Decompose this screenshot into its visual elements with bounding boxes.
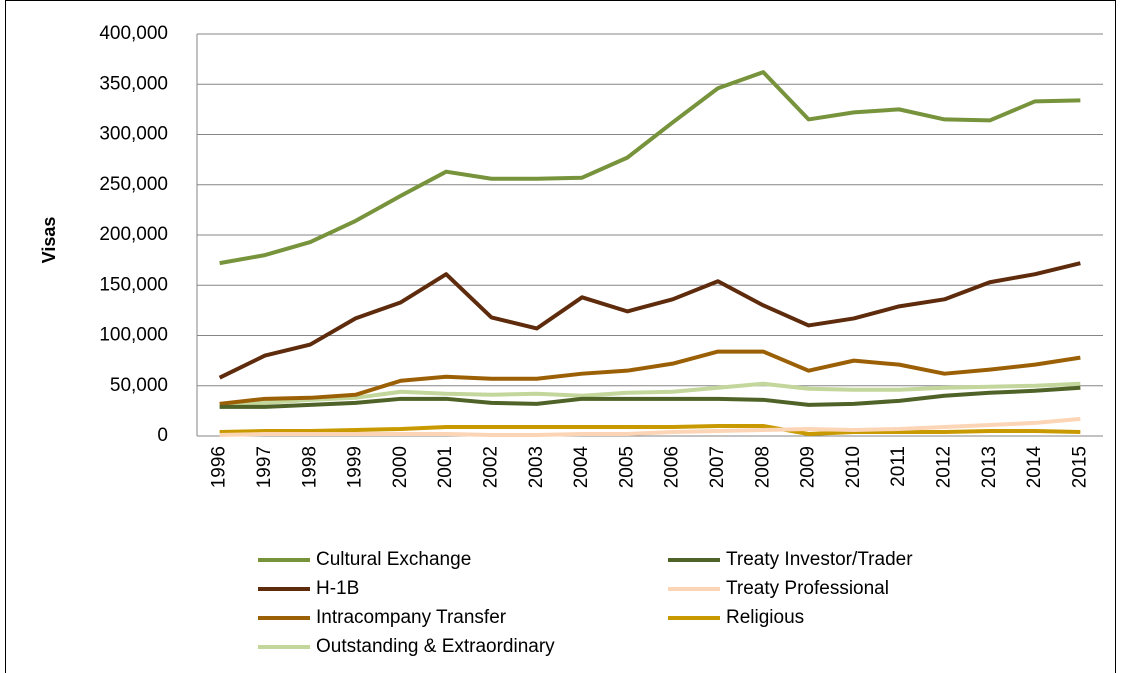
series-line: [219, 423, 1081, 436]
y-tick-label: 300,000: [99, 124, 168, 145]
x-tick-label: 2002: [480, 446, 501, 488]
y-tick-label: 200,000: [99, 224, 168, 245]
y-tick-label: 350,000: [99, 73, 168, 94]
x-tick-label: 2013: [979, 446, 1000, 488]
x-tick-label: 2010: [843, 446, 864, 488]
series-line: [219, 385, 1081, 409]
y-tick-label: 0: [157, 425, 168, 446]
x-tick-label: 2005: [616, 446, 637, 488]
series-line: [218, 261, 1081, 380]
x-tick-label: 2004: [571, 446, 592, 489]
legend-label: Treaty Investor/Trader: [726, 549, 913, 570]
legend-label: Intracompany Transfer: [316, 607, 507, 628]
legend-label: Religious: [726, 607, 804, 628]
y-axis-label: Visas: [39, 217, 59, 264]
x-tick-label: 2006: [662, 446, 683, 488]
x-tick-label: 2012: [933, 446, 954, 488]
legend-label: Outstanding & Extraordinary: [316, 636, 555, 657]
x-tick-label: 2000: [390, 446, 411, 488]
chart-frame: [5, 0, 1116, 673]
x-tick-label: 1997: [254, 446, 275, 488]
x-tick-label: 2008: [752, 446, 773, 488]
x-tick-label: 2009: [798, 446, 819, 488]
x-tick-label: 2003: [526, 446, 547, 488]
x-tick-label: 2001: [435, 446, 456, 488]
legend-label: Treaty Professional: [726, 578, 889, 599]
x-tick-label: 1998: [299, 446, 320, 488]
legend-label: H-1B: [316, 578, 359, 599]
series-line: [219, 70, 1081, 266]
x-tick-label: 2014: [1024, 446, 1045, 489]
x-tick-label: 2007: [707, 446, 728, 488]
y-tick-label: 150,000: [99, 274, 168, 295]
x-tick-label: 1996: [209, 446, 230, 488]
y-tick-label: 250,000: [99, 174, 168, 195]
series-line: [219, 381, 1081, 409]
x-tick-label: 1999: [345, 446, 366, 488]
x-tick-label: 2015: [1069, 446, 1090, 488]
series-line: [219, 349, 1081, 406]
y-tick-label: 400,000: [99, 23, 168, 44]
legend-label: Cultural Exchange: [316, 549, 471, 570]
y-tick-label: 50,000: [110, 375, 168, 396]
y-tick-label: 100,000: [99, 325, 168, 346]
x-tick-label: 2011: [888, 446, 909, 487]
series-line: [219, 416, 1081, 437]
